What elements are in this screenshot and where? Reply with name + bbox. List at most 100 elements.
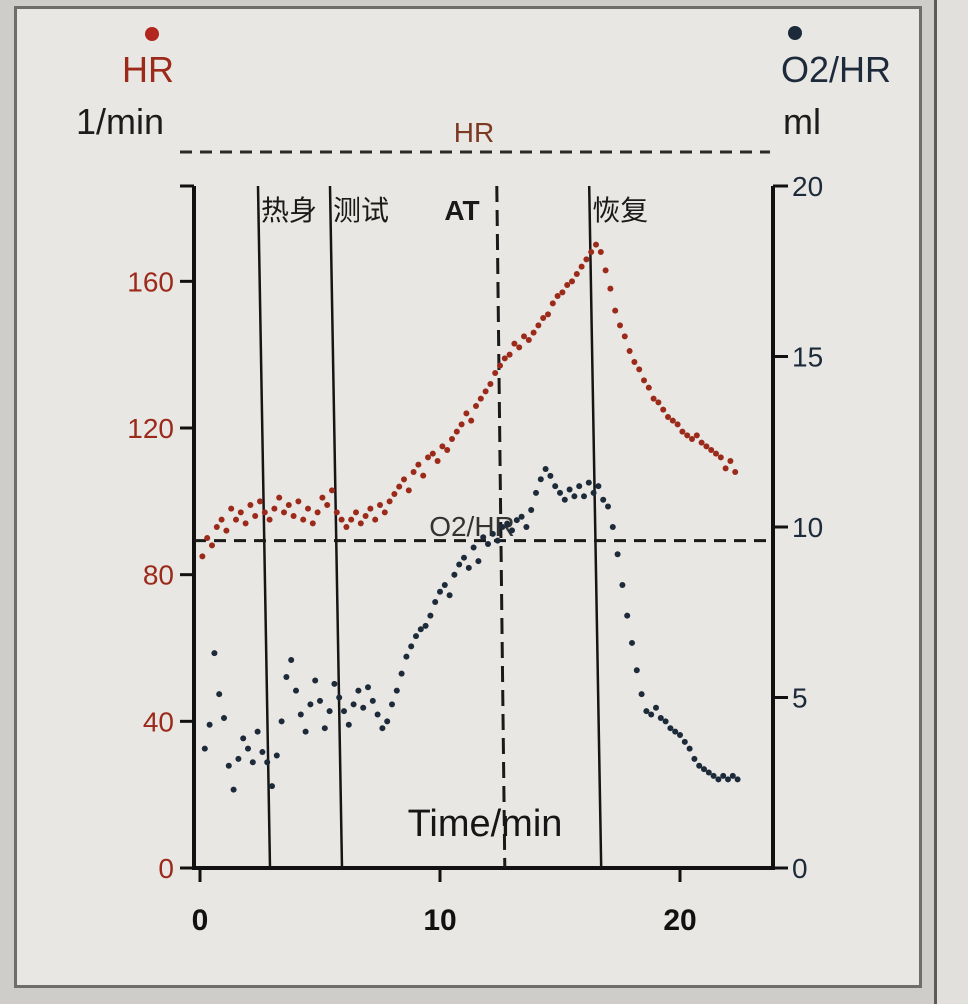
o2hr-data-point — [672, 728, 679, 735]
o2hr-data-point — [456, 561, 463, 568]
o2hr-data-point — [293, 687, 299, 694]
o2hr-data-point — [389, 701, 395, 708]
hr-data-point — [617, 322, 623, 329]
hr-data-point — [708, 447, 715, 453]
o2hr-data-point — [542, 466, 549, 473]
o2hr-data-point — [245, 745, 251, 752]
phase-label: 热身 — [261, 194, 317, 227]
hr-data-point — [377, 502, 383, 508]
hr-data-point — [698, 439, 705, 446]
hr-data-point — [497, 362, 503, 369]
o2hr-data-point — [446, 592, 453, 599]
o2hr-data-point — [393, 687, 400, 694]
o2hr-data-point — [523, 524, 530, 530]
right-tick-label: 20 — [792, 171, 823, 202]
hr-data-point — [679, 428, 686, 435]
x-tick-label: 20 — [663, 904, 696, 937]
o2hr-data-point — [461, 554, 467, 561]
hr-data-point — [530, 329, 537, 336]
hr-data-point — [218, 516, 225, 523]
hr-data-point — [516, 344, 523, 351]
o2hr-data-point — [504, 520, 511, 527]
o2hr-data-point — [648, 711, 655, 718]
left-axis-ticks: 0 40 80 120 160 — [127, 266, 194, 884]
hr-data-point — [333, 509, 340, 516]
o2hr-data-point — [662, 718, 669, 725]
phase-line — [256, 185, 272, 869]
o2hr-data-point — [595, 483, 602, 490]
hr-data-point — [338, 516, 345, 523]
hr-data-point — [535, 322, 542, 329]
hr-data-point — [223, 527, 230, 534]
hr-data-point — [401, 476, 407, 483]
x-axis-ticks: 0 10 20 — [192, 868, 697, 937]
hr-data-point — [583, 256, 590, 263]
hr-data-point — [410, 469, 417, 475]
o2hr-data-point — [485, 541, 491, 548]
chart-board — [14, 6, 922, 988]
o2hr-data-point — [677, 732, 683, 739]
left-tick-label: 40 — [143, 706, 174, 737]
o2hr-data-point — [609, 524, 616, 530]
right-axis-unit: ml — [783, 101, 821, 142]
o2hr-data-point — [513, 517, 520, 524]
o2hr-data-point — [398, 670, 405, 677]
hr-data-point — [545, 311, 551, 318]
o2hr-data-point — [571, 493, 578, 500]
hr-data-point — [257, 498, 263, 505]
o2hr-data-point — [729, 772, 736, 779]
o2hr-data-point — [451, 571, 458, 578]
hr-data-point — [722, 465, 729, 472]
hr-data-point — [290, 513, 297, 519]
hr-data-point — [324, 502, 331, 508]
o2hr-data-point — [552, 483, 559, 490]
o2hr-data-point — [221, 714, 227, 721]
o2hr-data-point — [633, 667, 640, 674]
hr-data-point — [717, 454, 724, 461]
o2hr-data-point — [537, 476, 544, 483]
phase-label: 测试 — [333, 194, 389, 227]
o2hr-data-point — [657, 714, 664, 721]
o2hr-data-point — [667, 725, 674, 732]
hr-data-point — [713, 450, 719, 457]
o2hr-data-point — [715, 776, 722, 783]
o2hr-data-point — [201, 745, 208, 752]
x-axis-title: Time/min — [408, 803, 563, 845]
o2hr-data-point — [273, 752, 280, 759]
o2hr-data-point — [720, 772, 727, 779]
hr-data-point — [492, 370, 499, 376]
hr-data-point — [521, 333, 527, 340]
o2hr-data-point — [441, 581, 448, 588]
hr-data-point — [525, 337, 532, 343]
right-tick-label: 10 — [792, 512, 823, 543]
hr-data-point — [458, 421, 465, 428]
hr-data-point — [578, 263, 585, 270]
hr-data-point — [305, 505, 311, 512]
hr-data-point — [300, 516, 307, 523]
o2hr-data-point — [614, 551, 621, 558]
o2hr-data-point — [211, 650, 218, 657]
phase-label: 恢复 — [592, 194, 648, 227]
o2hr-data-point — [302, 728, 309, 735]
left-tick-label: 120 — [127, 413, 174, 444]
hr-data-point — [689, 436, 695, 442]
hr-data-point — [559, 289, 566, 296]
o2hr-data-point — [725, 776, 731, 783]
o2hr-data-point — [427, 612, 434, 619]
hr-data-point — [468, 417, 475, 424]
hr-data-point — [660, 406, 667, 413]
hr-data-point — [261, 509, 268, 516]
phase-line — [328, 185, 344, 869]
hr-data-point — [453, 428, 460, 435]
hr-data-point — [506, 351, 513, 358]
hr-data-point — [425, 454, 431, 461]
o2hr-data-point — [422, 622, 429, 629]
hr-data-point — [607, 285, 614, 292]
hr-data-point — [266, 516, 273, 523]
phase-line — [587, 185, 603, 869]
hr-data-point — [636, 366, 643, 373]
hr-data-point — [612, 307, 619, 314]
hr-data-point — [314, 509, 321, 516]
hr-data-point — [511, 340, 518, 347]
